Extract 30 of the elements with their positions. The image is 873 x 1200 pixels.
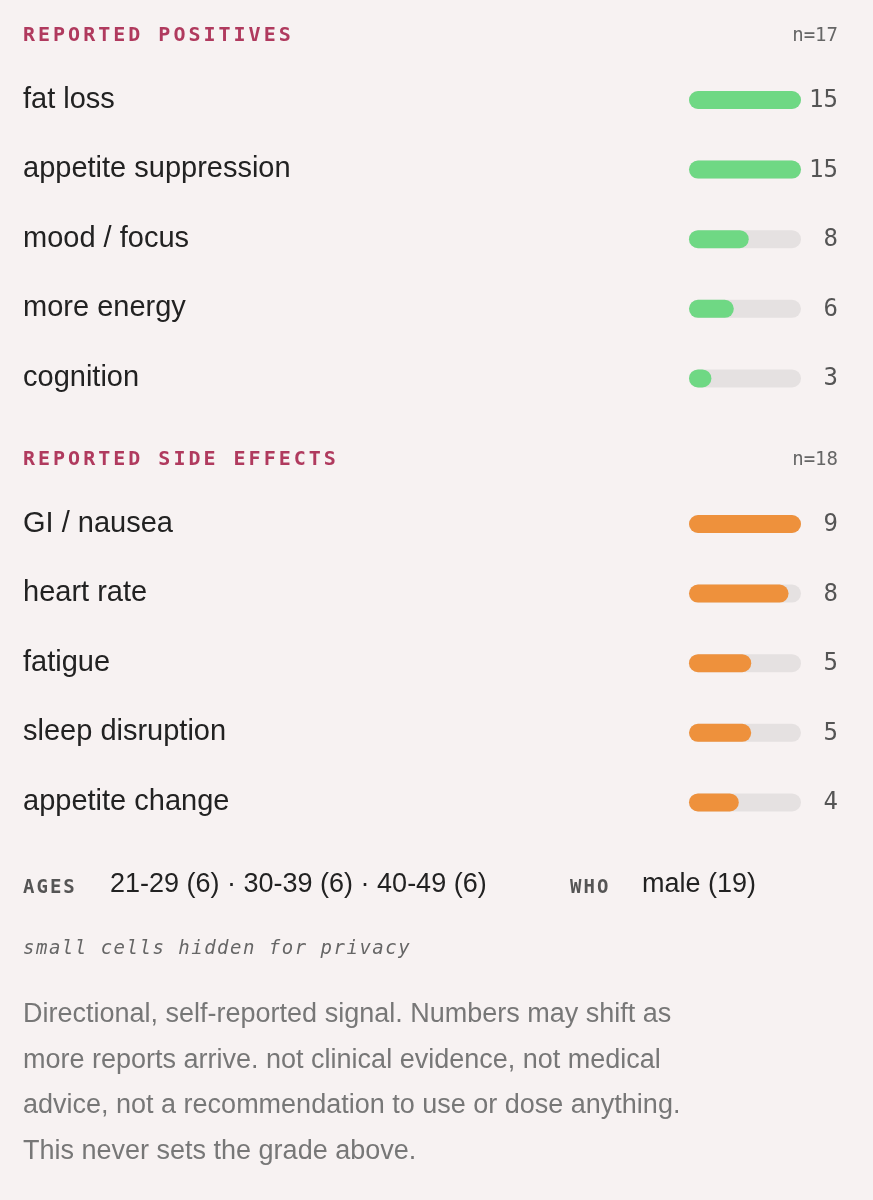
y-tick-label: heart rate xyxy=(23,575,148,608)
data-label: 15 xyxy=(809,85,838,113)
data-label: 6 xyxy=(823,293,838,322)
text: REPORTED POSITIVES xyxy=(23,21,294,46)
y-tick-label: more energy xyxy=(23,290,187,323)
data-label: 4 xyxy=(823,787,838,816)
y-tick-label: fat loss xyxy=(23,81,115,114)
data-label: 3 xyxy=(823,363,838,392)
text: REPORTED SIDE EFFECTS xyxy=(23,445,339,470)
data-label: 5 xyxy=(823,717,838,746)
data-label: 9 xyxy=(823,509,838,537)
y-tick-label: appetite change xyxy=(23,784,230,817)
data-label: 8 xyxy=(823,578,838,607)
text: 21-29 (6) · 30-39 (6) · 40-49 (6) xyxy=(110,868,487,899)
y-tick-label: sleep disruption xyxy=(23,714,227,747)
y-tick-label: mood / focus xyxy=(23,220,190,253)
text: Directional, self-reported signal. Numbers may shift as more reports arrive. not clinical evidence, not medical advice, not a recommendation to use or dose anything. This never sets the grade above. xyxy=(23,998,681,1165)
text: n=17 xyxy=(792,22,838,45)
y-tick-label: GI / nausea xyxy=(23,505,174,538)
data-label: 5 xyxy=(823,648,838,677)
y-tick-label: appetite suppression xyxy=(23,151,291,184)
text: n=18 xyxy=(792,446,838,469)
y-tick-label: fatigue xyxy=(23,644,111,677)
text: WHO xyxy=(570,874,611,897)
text: AGES xyxy=(23,874,77,897)
text: small cells hidden for privacy xyxy=(23,935,412,958)
data-label: 15 xyxy=(809,154,838,183)
data-label: 8 xyxy=(823,224,838,253)
text: male (19) xyxy=(642,868,757,899)
y-tick-label: cognition xyxy=(23,360,140,393)
